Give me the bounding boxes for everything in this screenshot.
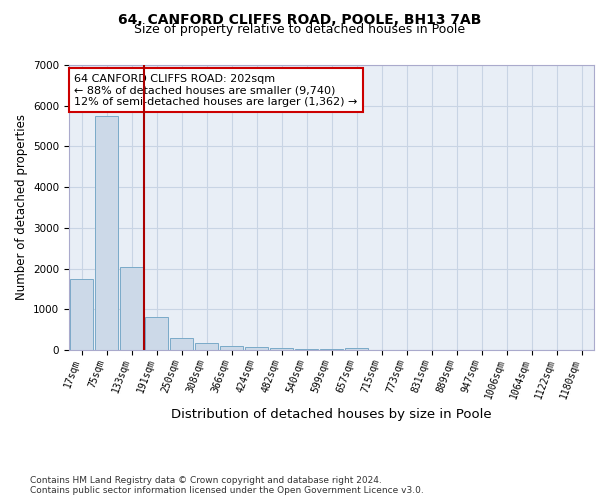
Bar [170,338,193,350]
X-axis label: Distribution of detached houses by size in Poole: Distribution of detached houses by size … [171,408,492,421]
Bar [195,343,218,350]
Text: 64 CANFORD CLIFFS ROAD: 202sqm
← 88% of detached houses are smaller (9,740)
12% : 64 CANFORD CLIFFS ROAD: 202sqm ← 88% of … [74,74,358,107]
Bar [70,279,93,350]
Bar [220,346,243,350]
Y-axis label: Number of detached properties: Number of detached properties [14,114,28,300]
Bar [245,348,268,350]
Bar [145,318,168,350]
Bar [270,348,293,350]
Bar [345,348,368,350]
Bar [95,116,118,350]
Bar [295,348,318,350]
Text: 64, CANFORD CLIFFS ROAD, POOLE, BH13 7AB: 64, CANFORD CLIFFS ROAD, POOLE, BH13 7AB [118,12,482,26]
Bar [320,349,343,350]
Text: Contains HM Land Registry data © Crown copyright and database right 2024.
Contai: Contains HM Land Registry data © Crown c… [30,476,424,495]
Bar [120,266,143,350]
Text: Size of property relative to detached houses in Poole: Size of property relative to detached ho… [134,22,466,36]
